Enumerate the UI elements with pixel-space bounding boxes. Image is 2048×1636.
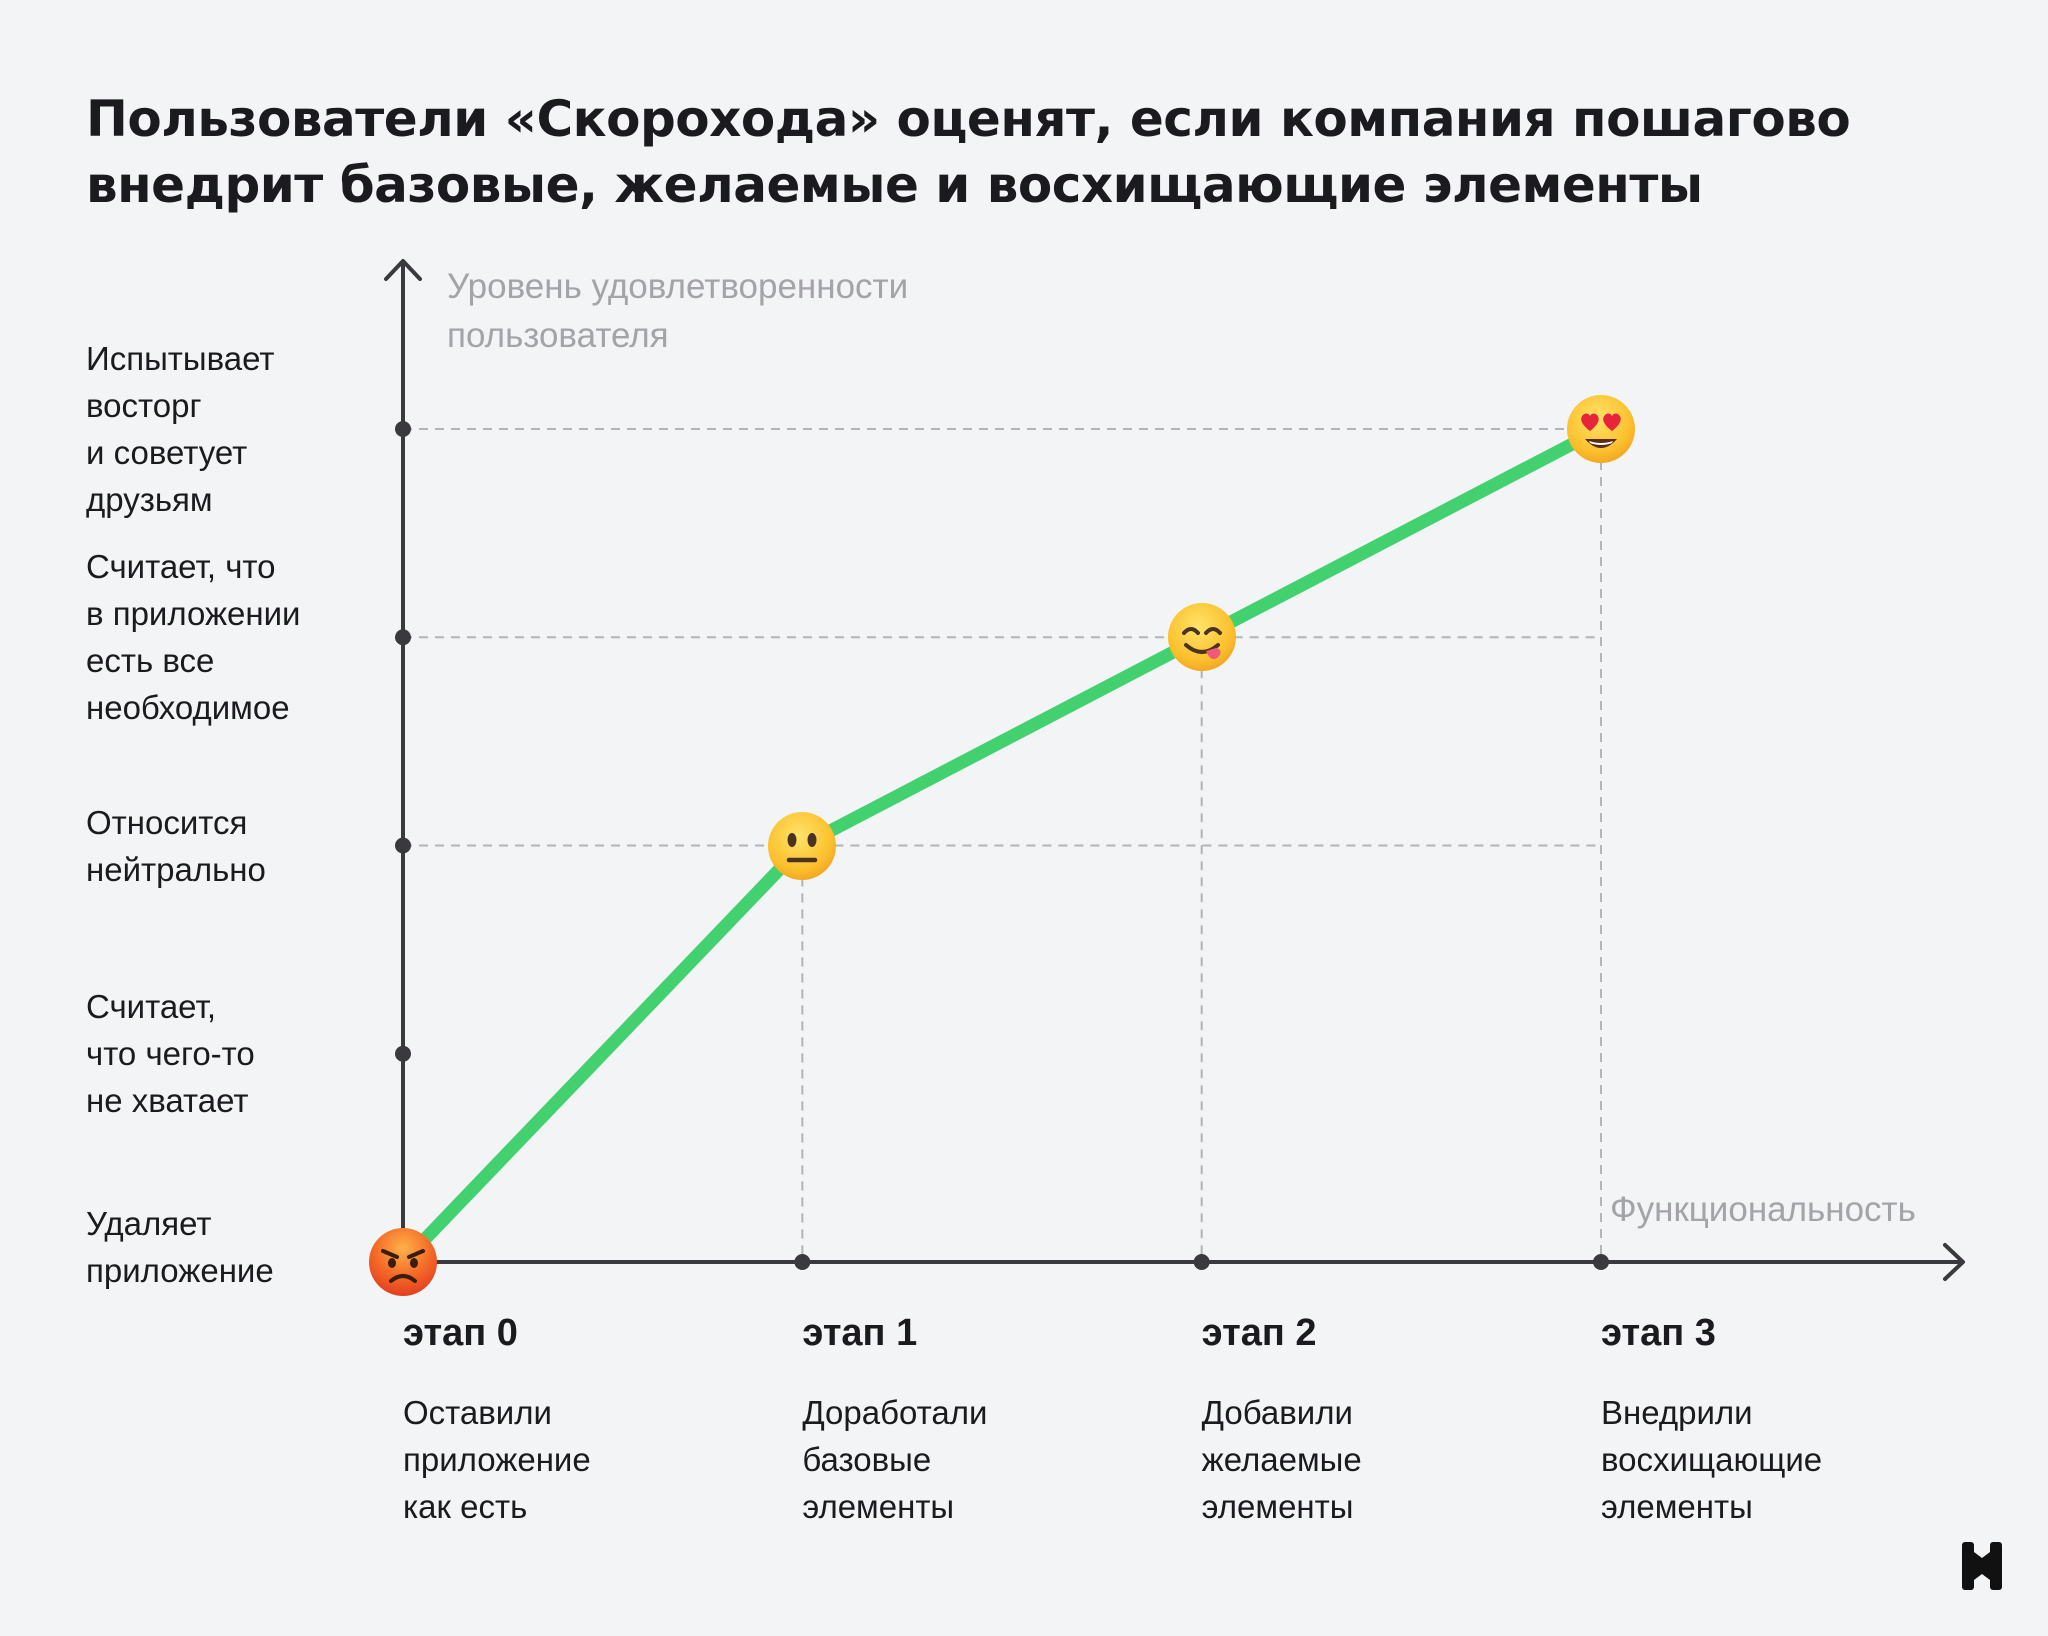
- stage-description: Внедрили восхищающие элементы: [1601, 1389, 1891, 1530]
- satisfaction-line: [396, 422, 1608, 1269]
- y-axis-label-line: восторг: [86, 387, 202, 424]
- stage-description: Оставили приложение как есть: [403, 1389, 693, 1530]
- guide-lines: [403, 428, 1602, 1262]
- y-axis-title: Уровень удовлетворенности пользователя: [447, 262, 908, 360]
- chart-title-line: внедрит базовые, желаемые и восхищающие …: [86, 156, 1703, 214]
- stage-description-line: восхищающие: [1601, 1441, 1823, 1478]
- stage-description: Доработали базовые элементы: [802, 1389, 1092, 1530]
- y-axis-label-line: и советует: [86, 434, 248, 471]
- stage-description-line: желаемые: [1201, 1441, 1362, 1478]
- stage-description: Добавили желаемые элементы: [1202, 1389, 1492, 1530]
- y-axis-label: Считает, что в приложении есть все необходи…: [86, 543, 356, 731]
- stage-name: этап 2: [1201, 1312, 1317, 1354]
- y-axis-label: Испытывает восторг и советует друзьям: [86, 335, 356, 523]
- heart-eyes-face-icon: [1565, 393, 1637, 465]
- y-axis-tick: [395, 629, 411, 646]
- y-axis-label-line: приложение: [86, 1252, 274, 1289]
- stage-name: этап 1: [802, 1312, 918, 1354]
- y-axis-label: Считает, что чего-то не хватает: [86, 983, 356, 1124]
- chart-title-line: Пользователи «Скорохода» оценят, если ко…: [86, 90, 1851, 148]
- x-axis-arrow: [1943, 1243, 1965, 1281]
- neutral-face-icon: [766, 810, 838, 882]
- y-axis-label-line: есть все: [86, 642, 215, 680]
- stage-description-line: приложение: [403, 1441, 591, 1478]
- axis-ticks: [395, 421, 1609, 1270]
- y-axis-arrow: [384, 259, 422, 281]
- yum-face-icon: [1166, 601, 1238, 673]
- y-axis-label-line: что чего-то: [86, 1035, 255, 1073]
- y-axis-title-line: пользователя: [447, 316, 669, 355]
- y-axis-tick: [395, 421, 411, 437]
- y-axis-label-line: нейтрально: [86, 850, 266, 888]
- y-axis-label-line: в приложении: [86, 595, 301, 633]
- y-axis-label-line: Считает,: [86, 988, 217, 1026]
- x-axis-tick: [1193, 1254, 1210, 1270]
- y-axis-label-line: Удаляет: [86, 1205, 212, 1242]
- y-axis-label: Относится нейтрально: [86, 799, 356, 893]
- stage-description-line: элементы: [802, 1488, 955, 1525]
- stage-description-line: Добавили: [1201, 1394, 1353, 1431]
- stage-description-line: как есть: [403, 1488, 528, 1525]
- stage-description-line: элементы: [1601, 1488, 1753, 1525]
- x-axis-title: Функциональность: [1610, 1190, 1916, 1229]
- x-axis-tick: [794, 1254, 811, 1270]
- y-axis-tick: [395, 837, 411, 854]
- axes: [384, 259, 1965, 1281]
- y-axis-label-line: друзьям: [86, 481, 213, 518]
- stage-name: этап 3: [1601, 1312, 1716, 1354]
- chart-title: Пользователи «Скорохода» оценят, если ко…: [86, 86, 1926, 218]
- y-axis-tick: [395, 1045, 411, 1062]
- angry-face-icon: [367, 1226, 439, 1298]
- stage-description-line: Внедрили: [1601, 1394, 1753, 1431]
- y-axis-label-line: Испытывает: [86, 340, 275, 377]
- y-axis-title-line: Уровень удовлетворенности: [447, 267, 909, 306]
- x-axis-tick: [1593, 1254, 1609, 1270]
- y-axis-label-line: необходимое: [86, 689, 290, 727]
- stage-description-line: элементы: [1201, 1488, 1354, 1525]
- y-axis-label-line: не хватает: [86, 1082, 249, 1120]
- stage-description-line: Оставили: [403, 1394, 552, 1431]
- y-axis-label: Удаляет приложение: [86, 1200, 356, 1294]
- stage-name: этап 0: [403, 1312, 518, 1354]
- brand-logo-icon: [1962, 1542, 2002, 1590]
- stage-description-line: Доработали: [802, 1394, 988, 1431]
- y-axis-label-line: Относится: [86, 803, 248, 841]
- stage-description-line: базовые: [802, 1441, 932, 1478]
- y-axis-label-line: Считает, что: [86, 548, 276, 586]
